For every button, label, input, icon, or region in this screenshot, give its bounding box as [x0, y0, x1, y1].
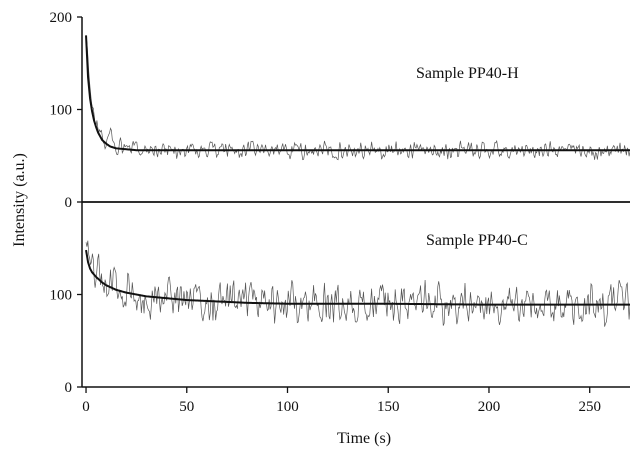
fit-curve-1 [85, 249, 630, 306]
x-tick-label-1: 50 [179, 399, 194, 415]
panel-label-pp40-h: Sample PP40-H [416, 65, 519, 82]
panel-label-pp40-c: Sample PP40-C [426, 232, 528, 249]
measured-trace-0 [85, 35, 630, 161]
y-tick-label-0-0: 0 [65, 195, 73, 211]
x-tick-label-2: 100 [276, 399, 299, 415]
x-tick-label-3: 150 [377, 399, 400, 415]
x-tick-label-5: 250 [578, 399, 601, 415]
x-tick-label-4: 200 [478, 399, 501, 415]
y-tick-label-0-1: 100 [50, 103, 73, 119]
y-tick-label-1-0: 0 [65, 380, 73, 396]
x-axis-label: Time (s) [337, 430, 391, 447]
x-tick-label-0: 0 [82, 399, 90, 415]
y-tick-label-1-1: 100 [50, 288, 73, 304]
y-axis-label: Intensity (a.u.) [11, 153, 28, 247]
y-tick-label-0-2: 200 [50, 10, 73, 26]
plot-layer: 0 100 200 0 100 0 50 100 150 200 250 [50, 10, 630, 415]
fit-curve-0 [85, 35, 630, 152]
measured-trace-1 [85, 240, 630, 327]
